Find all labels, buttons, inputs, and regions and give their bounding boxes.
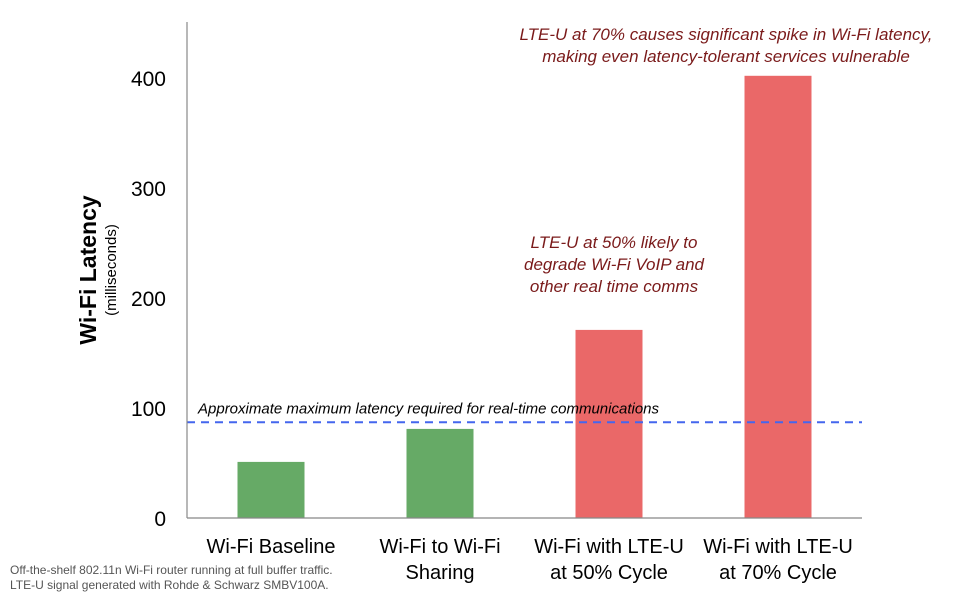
y-tick-label: 200 xyxy=(131,288,166,311)
y-axis-subtitle: (milliseconds) xyxy=(103,224,120,316)
y-tick-labels: 0 100 200 300 400 xyxy=(131,68,166,531)
y-axis-label: Wi-Fi Latency (milliseconds) xyxy=(75,195,120,345)
annotation-text: other real time comms xyxy=(530,277,699,296)
threshold-label: Approximate maximum latency required for… xyxy=(197,400,660,417)
bar xyxy=(744,75,812,519)
category-labels: Wi-Fi Baseline Wi-Fi to Wi-Fi Sharing Wi-Fi… xyxy=(207,536,853,584)
footnote-line-1: Off-the-shelf 802.11n Wi-Fi router runni… xyxy=(10,563,333,577)
x-tick-label: Sharing xyxy=(406,562,475,584)
y-tick-label: 400 xyxy=(131,68,166,91)
y-tick-label: 0 xyxy=(154,508,166,531)
annotation-text: degrade Wi-Fi VoIP and xyxy=(524,255,705,274)
annotations: LTE-U at 50% likely to degrade Wi-Fi VoIP… xyxy=(519,25,932,296)
bar xyxy=(237,461,305,518)
y-tick-label: 300 xyxy=(131,178,166,201)
annotation-text: making even latency-tolerant services vu… xyxy=(542,47,910,66)
x-tick-label: at 70% Cycle xyxy=(719,562,837,584)
x-tick-label: Wi-Fi Baseline xyxy=(207,536,336,558)
bars xyxy=(237,75,812,519)
x-tick-label: at 50% Cycle xyxy=(550,562,668,584)
annotation-text: LTE-U at 50% likely to xyxy=(531,233,698,252)
x-tick-label: Wi-Fi with LTE-U xyxy=(534,536,684,558)
annotation-text: LTE-U at 70% causes significant spike in… xyxy=(519,25,932,44)
bar xyxy=(406,428,474,518)
x-tick-label: Wi-Fi with LTE-U xyxy=(703,536,853,558)
footnote-line-2: LTE-U signal generated with Rohde & Schw… xyxy=(10,578,329,592)
y-tick-label: 100 xyxy=(131,398,166,421)
bar xyxy=(575,329,643,518)
x-tick-label: Wi-Fi to Wi-Fi xyxy=(379,536,500,558)
axes xyxy=(186,22,862,519)
footnote: Off-the-shelf 802.11n Wi-Fi router runni… xyxy=(10,563,333,593)
y-axis-title: Wi-Fi Latency xyxy=(75,195,101,345)
threshold-group: Approximate maximum latency required for… xyxy=(187,400,862,424)
